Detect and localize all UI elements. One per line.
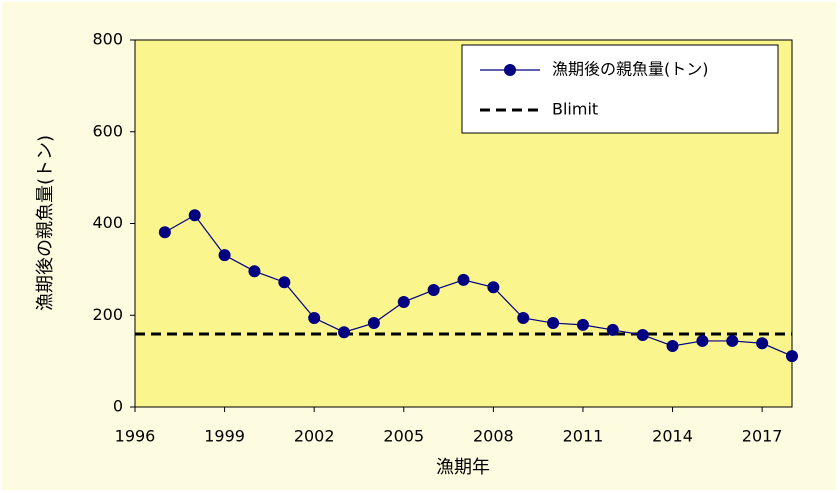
y-tick-label: 200 — [92, 305, 123, 324]
data-point — [278, 276, 291, 289]
data-point — [338, 326, 351, 339]
data-point — [248, 265, 261, 278]
data-point — [786, 350, 798, 363]
data-point — [576, 318, 589, 331]
x-tick-label: 2008 — [473, 427, 514, 446]
series-line — [164, 214, 793, 357]
y-tick-label: 400 — [92, 213, 123, 232]
legend-label: 漁期後の親魚量(トン) — [552, 60, 709, 79]
data-point — [696, 334, 709, 347]
data-point — [606, 323, 619, 336]
x-tick-label: 1999 — [204, 427, 245, 446]
data-point — [636, 328, 649, 341]
x-tick-label: 1996 — [115, 427, 156, 446]
legend-box — [461, 44, 779, 134]
y-tick-label: 600 — [92, 121, 123, 140]
data-point — [158, 226, 171, 239]
data-point — [457, 273, 470, 286]
x-tick-label: 2017 — [742, 427, 783, 446]
data-point — [547, 317, 560, 330]
x-tick-label: 2011 — [563, 427, 604, 446]
x-tick-label: 2005 — [383, 427, 424, 446]
x-tick-label: 2002 — [294, 427, 335, 446]
legend-marker — [504, 64, 516, 76]
legend: 漁期後の親魚量(トン) Blimit — [461, 44, 779, 134]
data-point — [427, 284, 440, 297]
y-tick-label: 0 — [113, 397, 123, 416]
legend-label: Blimit — [552, 100, 598, 119]
data-point — [367, 317, 380, 330]
data-point — [756, 337, 769, 350]
y-tick-label: 800 — [92, 30, 123, 49]
data-point — [218, 249, 231, 262]
y-axis-label: 漁期後の親魚量(トン) — [35, 135, 56, 311]
data-point — [666, 339, 679, 352]
data-point — [517, 312, 530, 325]
data-point — [397, 295, 410, 308]
x-axis-label: 漁期年 — [436, 457, 490, 478]
data-point — [726, 334, 739, 347]
data-point — [487, 281, 500, 294]
data-point — [188, 209, 201, 222]
data-point — [308, 312, 321, 325]
x-tick-label: 2014 — [652, 427, 693, 446]
